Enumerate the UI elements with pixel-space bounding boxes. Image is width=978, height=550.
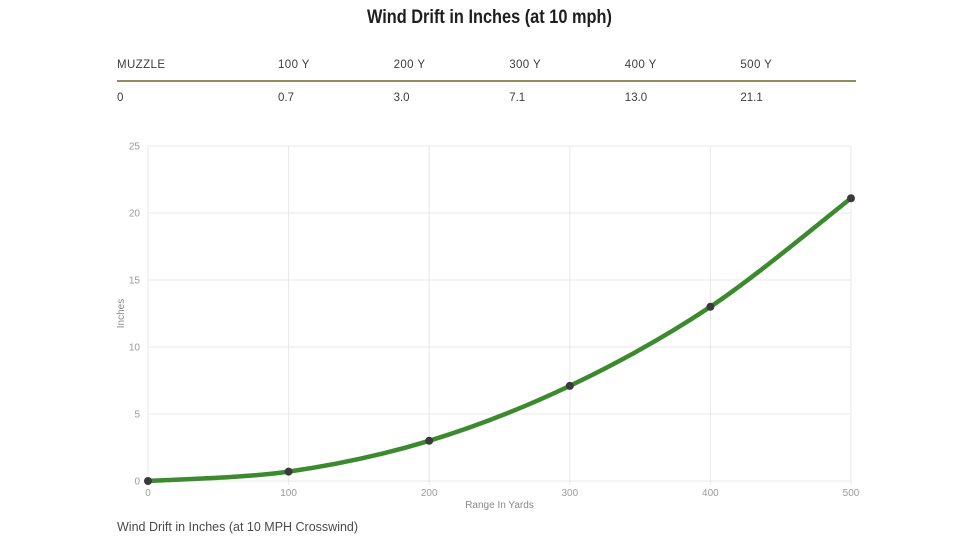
page-title: Wind Drift in Inches (at 10 mph) — [0, 7, 978, 29]
x-tick-label: 100 — [280, 488, 297, 499]
x-tick-label: 0 — [145, 488, 151, 499]
y-tick-label: 15 — [129, 276, 141, 287]
y-tick-label: 10 — [129, 343, 141, 354]
data-point-marker[interactable] — [425, 436, 434, 445]
table-header-cell: MUZZLE — [117, 59, 166, 71]
x-tick-label: 500 — [843, 488, 860, 499]
data-point-marker[interactable] — [565, 381, 574, 390]
wind-drift-chart: 0 5 10 15 20 25 0 100 200 300 400 500 Inches Range In… — [0, 135, 978, 520]
y-tick-label: 25 — [129, 142, 141, 153]
y-tick-label: 0 — [134, 477, 140, 488]
drift-curve — [145, 196, 854, 484]
table-header-row: MUZZLE 100 Y 200 Y 300 Y 400 Y 500 Y — [117, 59, 856, 82]
data-point-marker[interactable] — [847, 194, 855, 203]
y-tick-label: 5 — [134, 410, 140, 421]
table-value-cell: 3.0 — [393, 92, 410, 104]
x-tick-label: 300 — [561, 488, 578, 499]
table-value-row: 0 0.7 3.0 7.1 13.0 21.1 — [117, 82, 856, 104]
table-header-cell: 400 Y — [624, 59, 657, 71]
x-tick-label: 200 — [421, 488, 438, 499]
data-point-marker[interactable] — [706, 302, 715, 311]
chart-canvas: 0 5 10 15 20 25 0 100 200 300 400 500 Inches Range In… — [116, 142, 860, 512]
x-axis-title: Range In Yards — [465, 500, 534, 511]
x-tick-label: 400 — [702, 488, 719, 499]
table-header-cell: 500 Y — [740, 59, 773, 71]
data-point-marker[interactable] — [144, 477, 152, 485]
table-value-cell: 7.1 — [509, 92, 526, 104]
chart-caption: Wind Drift in Inches (at 10 MPH Crosswin… — [117, 520, 359, 534]
table-header-cell: 100 Y — [278, 59, 310, 71]
table-value-cell: 0.7 — [278, 92, 294, 104]
drift-table: MUZZLE 100 Y 200 Y 300 Y 400 Y 500 Y 0 0… — [117, 59, 856, 104]
y-tick-label: 20 — [129, 209, 141, 220]
data-point-marker[interactable] — [284, 467, 293, 476]
table-value-cell: 21.1 — [740, 92, 763, 104]
table-value-cell: 0 — [117, 92, 124, 104]
table-header-cell: 300 Y — [509, 59, 542, 71]
page-title-text: Wind Drift in Inches (at 10 mph) — [366, 7, 612, 28]
y-axis-title: Inches — [116, 299, 127, 328]
table-value-cell: 13.0 — [624, 92, 648, 104]
table-header-cell: 200 Y — [393, 59, 426, 71]
